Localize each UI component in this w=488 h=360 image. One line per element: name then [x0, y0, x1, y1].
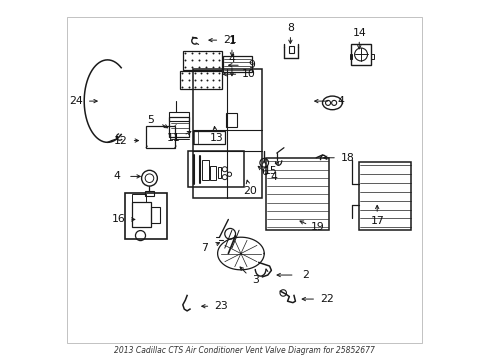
Bar: [188, 151, 244, 187]
Bar: [288, 46, 293, 53]
Bar: [192, 69, 262, 198]
Bar: [131, 202, 151, 226]
Text: 9: 9: [248, 60, 255, 70]
Text: 10: 10: [242, 69, 256, 79]
Bar: [169, 112, 188, 121]
Bar: [370, 54, 373, 59]
Bar: [223, 56, 251, 72]
Text: 20: 20: [243, 186, 257, 195]
Text: 21: 21: [223, 35, 237, 45]
Text: 8: 8: [286, 23, 293, 33]
Text: 12: 12: [114, 136, 127, 145]
Bar: [145, 126, 174, 148]
Text: 1: 1: [228, 36, 235, 46]
Text: 15: 15: [263, 166, 277, 176]
Bar: [265, 158, 328, 230]
Text: 17: 17: [369, 216, 383, 225]
Bar: [202, 160, 209, 180]
Bar: [192, 131, 224, 144]
Bar: [210, 166, 215, 180]
Text: 4: 4: [228, 54, 235, 64]
Text: 24: 24: [69, 96, 82, 106]
Text: 23: 23: [214, 301, 227, 311]
Bar: [349, 54, 352, 59]
Text: 4: 4: [337, 96, 344, 106]
Bar: [144, 191, 154, 196]
Text: 22: 22: [320, 294, 333, 304]
Text: 4: 4: [270, 172, 277, 182]
Bar: [359, 162, 410, 230]
Text: 4: 4: [114, 171, 121, 181]
Text: 2: 2: [302, 270, 308, 280]
Text: 3: 3: [252, 275, 259, 285]
Text: 5: 5: [147, 115, 154, 125]
Text: 14: 14: [352, 28, 366, 38]
Bar: [351, 44, 370, 65]
Text: 2013 Cadillac CTS Air Conditioner Vent Valve Diagram for 25852677: 2013 Cadillac CTS Air Conditioner Vent V…: [114, 346, 374, 355]
Text: 18: 18: [340, 153, 354, 163]
Text: 16: 16: [111, 215, 125, 224]
Bar: [125, 193, 166, 239]
Bar: [169, 117, 188, 137]
Bar: [131, 194, 145, 202]
Text: 11: 11: [167, 133, 181, 143]
Bar: [183, 51, 222, 69]
Text: 13: 13: [209, 133, 223, 143]
Bar: [151, 207, 160, 223]
Bar: [217, 167, 221, 178]
Bar: [180, 71, 222, 89]
Text: 7: 7: [201, 243, 207, 253]
Text: 6: 6: [260, 167, 267, 177]
Text: 19: 19: [311, 222, 325, 233]
Bar: [225, 113, 236, 127]
